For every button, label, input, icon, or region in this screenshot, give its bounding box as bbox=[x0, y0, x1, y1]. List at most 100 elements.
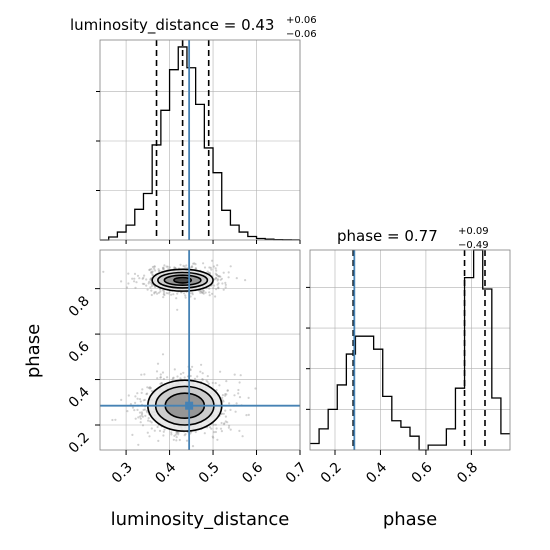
scatter-point bbox=[217, 275, 220, 278]
scatter-point bbox=[159, 373, 162, 376]
scatter-point bbox=[191, 293, 194, 296]
scatter-point bbox=[176, 375, 179, 378]
scatter-point bbox=[228, 424, 231, 427]
scatter-point bbox=[153, 265, 156, 268]
scatter-point bbox=[201, 378, 204, 381]
scatter-point bbox=[140, 373, 143, 376]
scatter-point bbox=[175, 297, 178, 300]
scatter-point bbox=[156, 292, 159, 295]
scatter-point bbox=[145, 284, 148, 287]
scatter-point bbox=[220, 277, 223, 280]
scatter-point bbox=[156, 377, 159, 380]
scatter-point bbox=[174, 433, 177, 436]
scatter-point bbox=[150, 289, 153, 292]
scatter-point bbox=[161, 353, 165, 356]
scatter-point bbox=[172, 438, 175, 441]
scatter-point bbox=[161, 371, 165, 374]
x-tick-label-luminosity-3: 0.6 bbox=[239, 459, 266, 486]
scatter-point bbox=[170, 293, 173, 296]
phase-title-value: 0.77 bbox=[404, 227, 437, 245]
scatter-point bbox=[153, 265, 156, 268]
scatter-point bbox=[194, 267, 198, 270]
scatter-point bbox=[166, 265, 169, 268]
x-tick-label-luminosity-2: 0.5 bbox=[196, 460, 223, 487]
scatter-point bbox=[162, 267, 165, 271]
scatter-point bbox=[214, 295, 217, 298]
scatter-point bbox=[227, 426, 230, 429]
scatter-point bbox=[224, 286, 227, 289]
scatter-point bbox=[177, 431, 180, 434]
scatter-point bbox=[151, 265, 154, 269]
scatter-point bbox=[179, 263, 182, 266]
scatter-point bbox=[220, 421, 223, 425]
scatter-point bbox=[245, 414, 248, 417]
scatter-point bbox=[145, 409, 148, 412]
scatter-point bbox=[217, 286, 220, 289]
scatter-point bbox=[157, 268, 160, 271]
scatter-point bbox=[148, 280, 151, 283]
scatter-point bbox=[213, 284, 216, 287]
scatter-point bbox=[161, 289, 164, 292]
scatter-point bbox=[114, 418, 117, 421]
scatter-point bbox=[134, 395, 137, 398]
scatter-point bbox=[189, 368, 192, 372]
scatter-point bbox=[133, 272, 137, 275]
scatter-point bbox=[217, 287, 220, 290]
scatter-point bbox=[175, 439, 178, 442]
scatter-point bbox=[200, 291, 204, 294]
scatter-point bbox=[221, 396, 224, 399]
scatter-point bbox=[218, 275, 221, 278]
scatter-point bbox=[143, 274, 146, 277]
scatter-point bbox=[163, 264, 166, 267]
scatter-point bbox=[170, 433, 173, 436]
scatter-point bbox=[150, 421, 153, 424]
scatter-point bbox=[225, 393, 228, 396]
scatter-point bbox=[191, 365, 194, 368]
scatter-point bbox=[158, 429, 162, 432]
scatter-point bbox=[154, 285, 157, 289]
scatter-point bbox=[153, 292, 156, 295]
scatter-point bbox=[215, 288, 218, 291]
scatter-point bbox=[153, 429, 156, 432]
scatter-point bbox=[183, 265, 186, 268]
scatter-point bbox=[141, 388, 144, 391]
phase-title-minus: −0.49 bbox=[458, 240, 489, 251]
scatter-point bbox=[162, 377, 165, 381]
scatter-point bbox=[148, 435, 151, 438]
scatter-point bbox=[183, 376, 186, 379]
y-tick-label-phase-0: 0.2 bbox=[66, 430, 93, 457]
scatter-point bbox=[165, 265, 168, 268]
scatter-point bbox=[167, 292, 170, 295]
scatter-point bbox=[159, 288, 162, 291]
scatter-point bbox=[137, 443, 140, 446]
scatter-point bbox=[159, 376, 162, 379]
scatter-point bbox=[201, 372, 204, 375]
scatter-point bbox=[179, 377, 182, 380]
scatter-point bbox=[141, 282, 144, 285]
scatter-point bbox=[234, 410, 237, 413]
scatter-point bbox=[189, 374, 192, 378]
scatter-point bbox=[159, 382, 162, 385]
scatter-point bbox=[183, 292, 186, 295]
scatter-point bbox=[235, 402, 238, 405]
scatter-point bbox=[212, 436, 215, 439]
scatter-point bbox=[191, 266, 194, 269]
scatter-point bbox=[146, 411, 149, 414]
mid-panel-frame bbox=[99, 249, 301, 451]
scatter-point bbox=[193, 377, 197, 380]
scatter-point bbox=[212, 423, 215, 426]
scatter-point bbox=[199, 370, 202, 373]
scatter-point bbox=[179, 372, 182, 376]
scatter-point bbox=[133, 280, 136, 283]
scatter-point bbox=[147, 419, 150, 422]
scatter-point bbox=[224, 420, 227, 423]
scatter-point bbox=[175, 432, 178, 435]
top-panel-frame bbox=[99, 39, 301, 241]
x-tick-label-luminosity-0: 0.3 bbox=[109, 460, 136, 487]
scatter-point bbox=[170, 431, 173, 434]
x-axis-label-luminosity-distance: luminosity_distance bbox=[111, 509, 290, 530]
scatter-point bbox=[146, 392, 149, 395]
scatter-point bbox=[222, 412, 225, 415]
scatter-point bbox=[125, 286, 129, 289]
scatter-point bbox=[131, 277, 134, 280]
